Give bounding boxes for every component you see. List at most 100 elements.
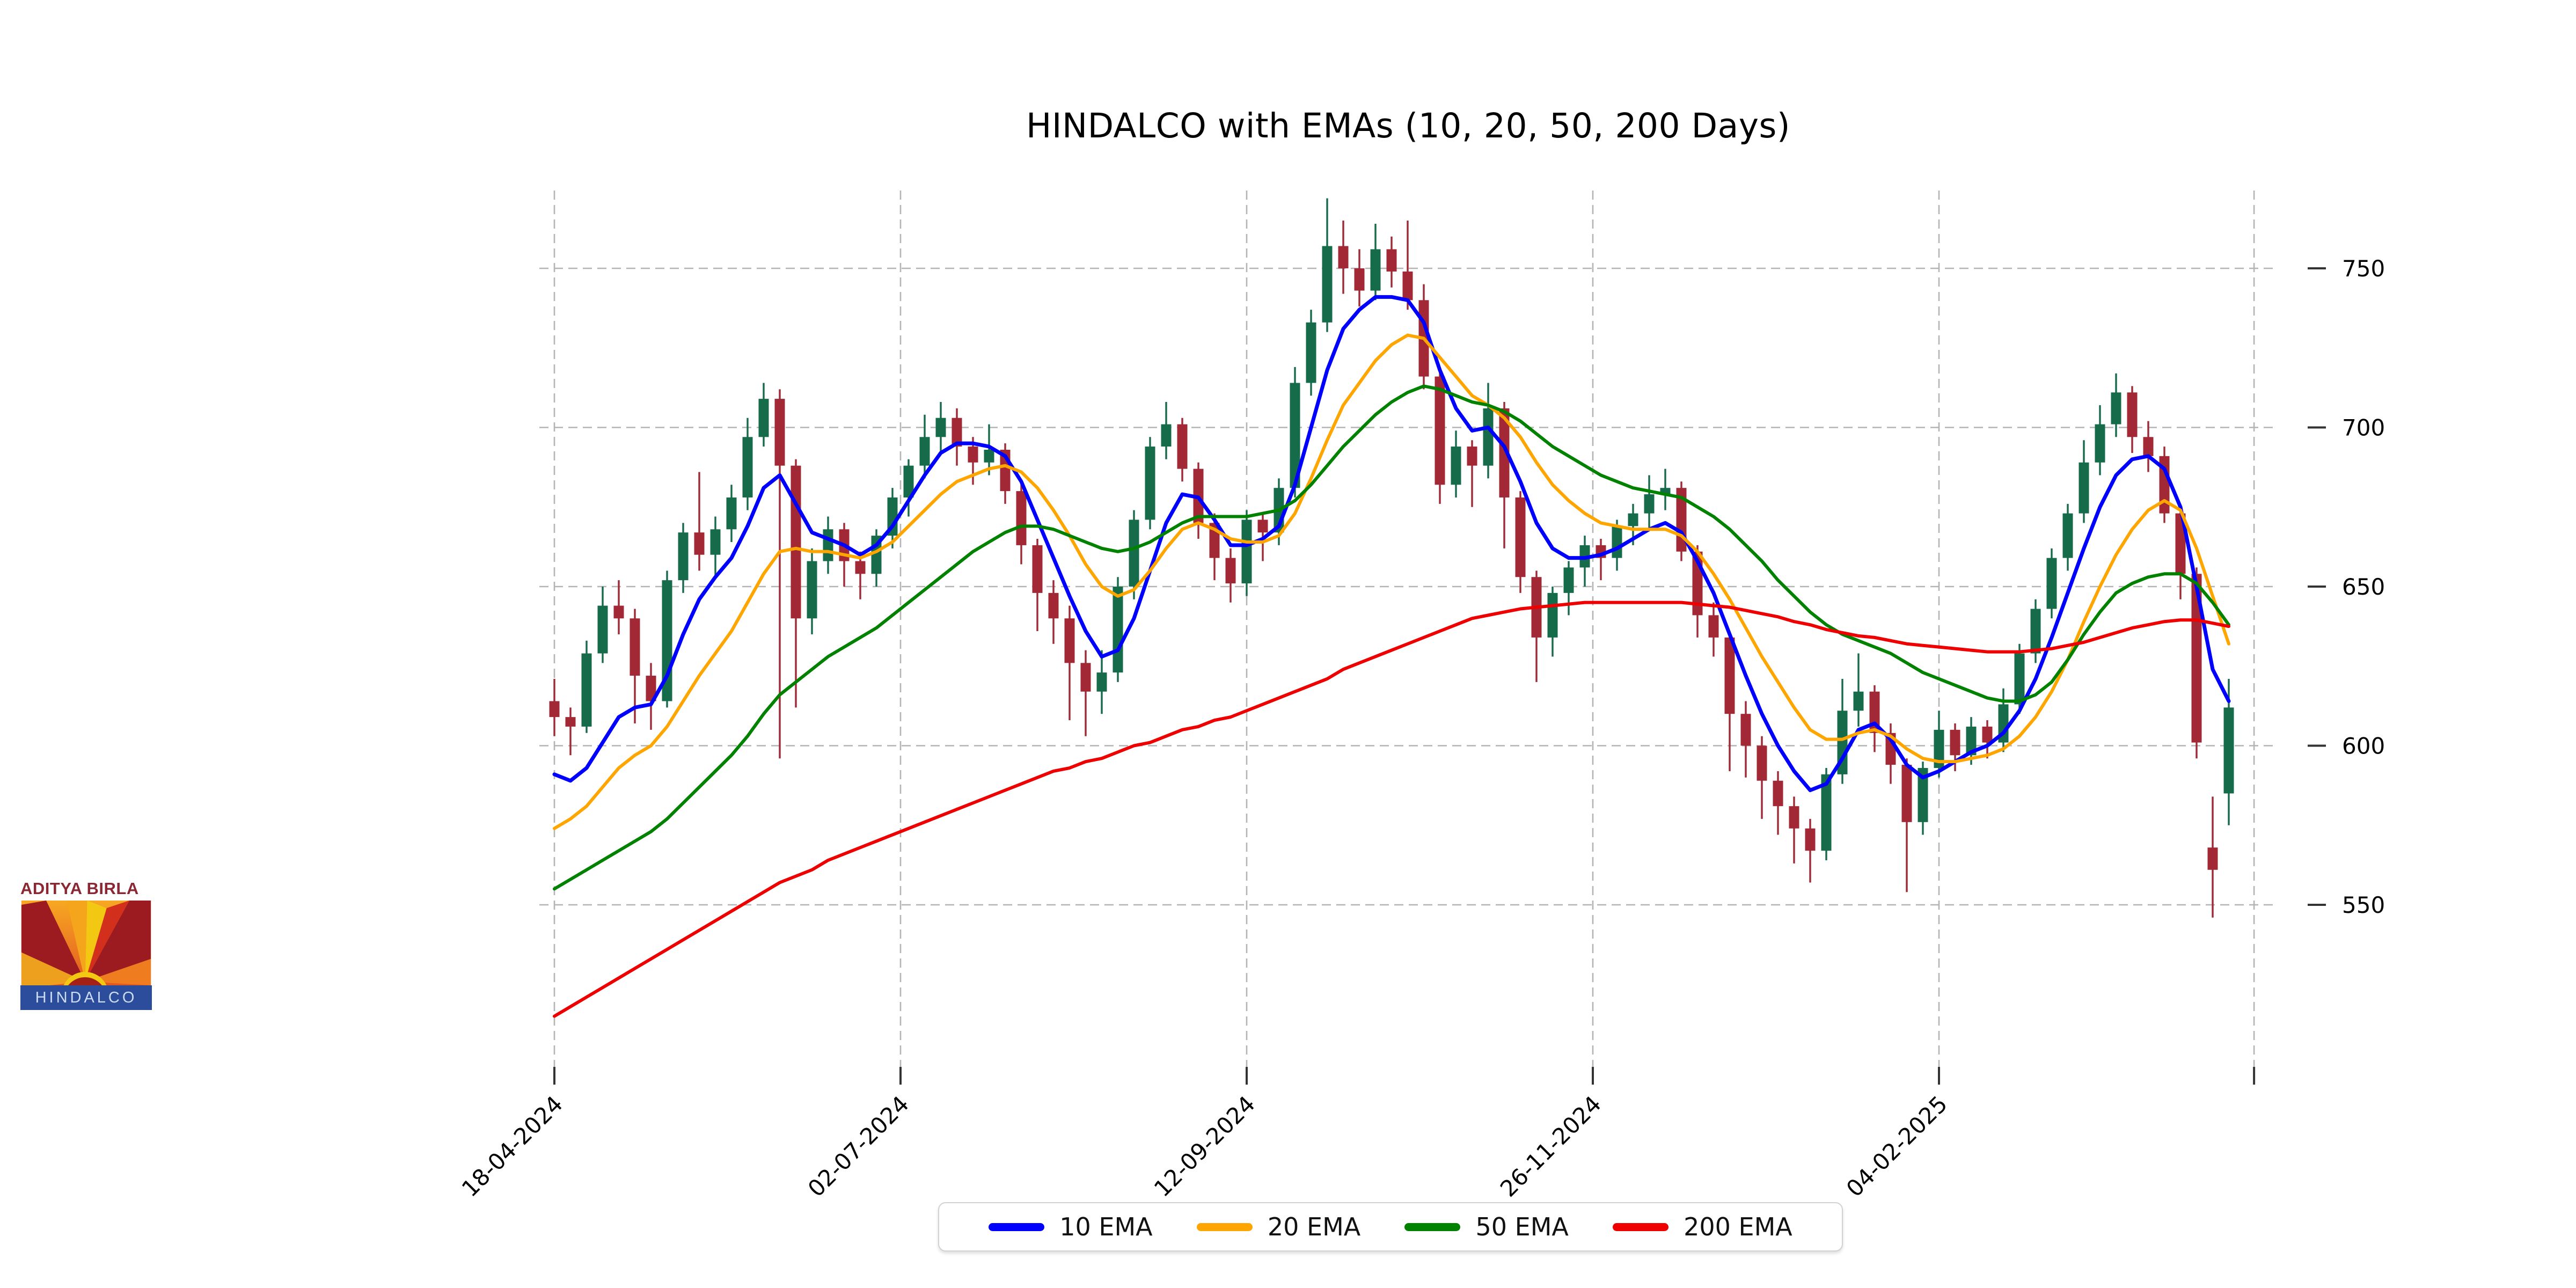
ema200-line — [553, 601, 2230, 1018]
candle-body — [1338, 246, 1349, 268]
candle-body — [1740, 714, 1751, 746]
candle-body — [903, 465, 914, 497]
y-tick-label: 600 — [2342, 733, 2385, 759]
legend-item: 10 EMA — [989, 1212, 1153, 1241]
legend-label: 50 EMA — [1475, 1212, 1569, 1241]
candle-body — [887, 497, 898, 536]
candle-body — [807, 561, 817, 619]
x-tick-label: 26-11-2024 — [1495, 1091, 1606, 1202]
candle-body — [630, 618, 640, 676]
candle-body — [1563, 567, 1574, 593]
aditya-birla-sun-icon — [21, 901, 151, 985]
candle-body — [1016, 491, 1027, 545]
candle-body — [613, 605, 624, 619]
candle-body — [1612, 526, 1622, 558]
candle-body — [823, 529, 833, 561]
candle-body — [758, 399, 769, 437]
candle-body — [1354, 268, 1365, 291]
candle-body — [646, 676, 656, 701]
candle-body — [1080, 663, 1091, 692]
ema200-swatch — [1613, 1223, 1669, 1231]
candle-body — [1290, 383, 1300, 488]
chart-title: HINDALCO with EMAs (10, 20, 50, 200 Days… — [1026, 106, 1790, 145]
candle-body — [1322, 246, 1333, 323]
hindalco-wordmark: HINDALCO — [35, 989, 137, 1006]
candle-body — [1145, 447, 1155, 520]
candle-body — [694, 532, 705, 555]
x-tick-label: 02-07-2024 — [803, 1091, 914, 1202]
candle-body — [678, 532, 689, 581]
legend-label: 20 EMA — [1267, 1212, 1361, 1241]
candle-body — [1821, 774, 1832, 851]
candle-body — [1966, 726, 1977, 756]
ema10-line — [552, 295, 2231, 793]
candle-body — [1257, 519, 1268, 533]
candle-body — [1451, 447, 1461, 485]
aditya-birla-wordmark: ADITYA BIRLA — [20, 879, 139, 898]
candle-body — [791, 465, 801, 619]
candle-body — [2079, 462, 2089, 514]
candle-body — [581, 653, 592, 727]
candle-body — [1757, 745, 1767, 781]
legend-item: 20 EMA — [1196, 1212, 1361, 1241]
legend-item: 200 EMA — [1613, 1212, 1792, 1241]
candle-body — [1724, 637, 1735, 714]
candle-body — [1660, 488, 1671, 495]
ema20-line — [553, 333, 2230, 830]
candle-body — [1483, 408, 1494, 466]
ema50-swatch — [1404, 1223, 1461, 1231]
candle-body — [1644, 494, 1655, 514]
candle-body — [1113, 587, 1123, 673]
candle-body — [1306, 322, 1316, 383]
candle-body — [1129, 519, 1139, 587]
y-tick-label: 550 — [2342, 892, 2385, 918]
candle-body — [1950, 729, 1960, 756]
y-tick-label: 650 — [2342, 574, 2385, 600]
candle-body — [1628, 513, 1638, 526]
candle-body — [1982, 726, 1993, 743]
candle-body — [1177, 424, 1188, 469]
candle-body — [1901, 765, 1912, 822]
legend-label: 200 EMA — [1684, 1212, 1792, 1241]
candle-body — [855, 561, 866, 574]
hindalco-logo: ADITYA BIRLA HINDALCO — [20, 879, 152, 1010]
legend-item: 50 EMA — [1404, 1212, 1569, 1241]
candle-body — [1547, 592, 1558, 638]
candle-body — [1386, 249, 1397, 272]
candle-body — [2014, 653, 2025, 705]
ema20-swatch — [1196, 1223, 1253, 1231]
candle-body — [1853, 691, 1864, 711]
y-tick-label: 750 — [2342, 255, 2385, 282]
candle-body — [1370, 249, 1381, 291]
legend-label: 10 EMA — [1059, 1212, 1153, 1241]
candle-body — [2111, 392, 2121, 425]
x-tick-label: 18-04-2024 — [457, 1091, 568, 1202]
candle-body — [1435, 376, 1445, 485]
candle-body — [952, 418, 962, 447]
y-tick-label: 700 — [2342, 415, 2385, 441]
candle-body — [1402, 271, 1413, 301]
candle-body — [1708, 615, 1719, 638]
candle-body — [919, 437, 930, 466]
x-tick-label: 04-02-2025 — [1841, 1091, 1952, 1202]
candle-body — [710, 529, 721, 555]
candle-body — [1064, 618, 1075, 663]
candle-body — [1499, 408, 1510, 497]
candle-body — [549, 701, 560, 718]
candle-body — [1467, 447, 1477, 466]
candle-body — [2062, 513, 2073, 558]
candle-body — [935, 418, 946, 437]
candle-body — [1161, 424, 1172, 447]
candle-body — [1789, 806, 1799, 829]
candle-body — [968, 447, 978, 463]
candle-body — [2223, 707, 2234, 794]
chart-legend: 10 EMA 20 EMA 50 EMA 200 EMA — [938, 1202, 1843, 1252]
candle-body — [2095, 424, 2105, 463]
candle-body — [2191, 574, 2202, 743]
candle-body — [1934, 729, 1944, 769]
candle-body — [1241, 519, 1252, 584]
x-tick-label: 12-09-2024 — [1149, 1091, 1260, 1202]
candle-body — [1805, 828, 1816, 851]
candle-body — [1773, 780, 1783, 807]
candle-body — [726, 497, 737, 530]
